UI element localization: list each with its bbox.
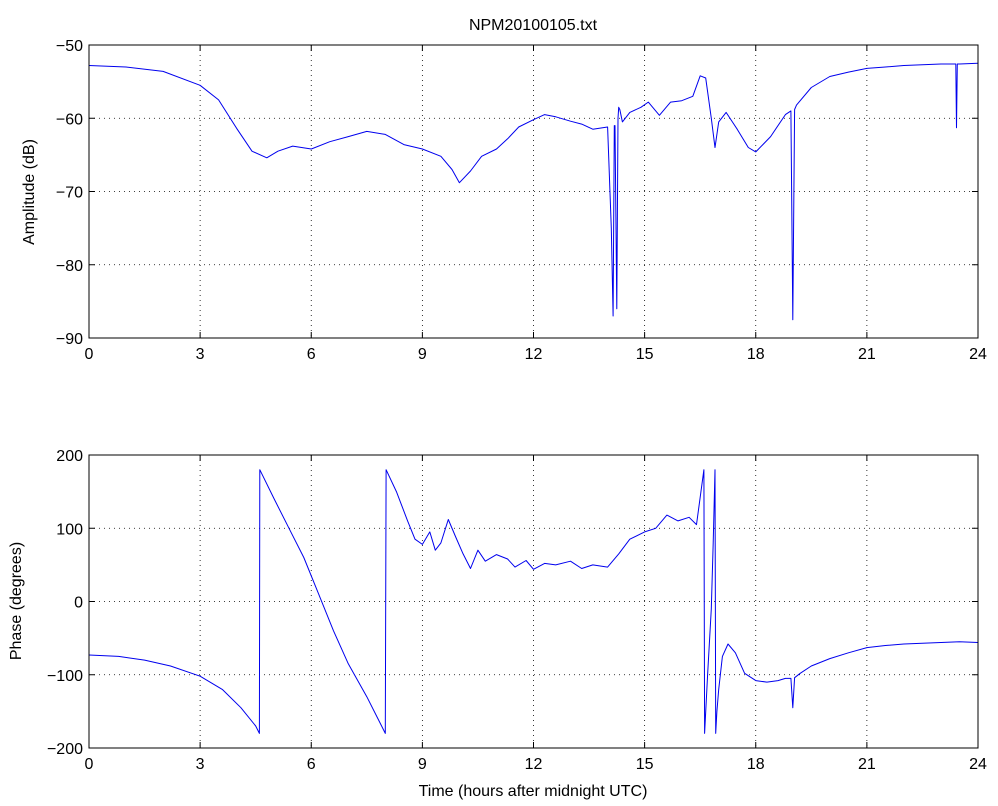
phase-x-tick-label: 21 [858, 756, 876, 773]
chart-title: NPM20100105.txt [469, 17, 598, 34]
amplitude-x-tick-label: 0 [85, 346, 94, 363]
phase-y-tick-label: −200 [47, 741, 83, 758]
amplitude-plot: 0 3 6 9 12 15 18 21 24 −90 −80 −70 −60 −50 [56, 38, 987, 363]
phase-x-tick-label: 24 [969, 756, 987, 773]
amplitude-series-line [88, 62, 979, 321]
amplitude-x-tick-label: 3 [196, 346, 205, 363]
phase-x-tick-label: 6 [307, 756, 316, 773]
amplitude-x-tick-label: 18 [747, 346, 765, 363]
phase-x-tick-label: 15 [636, 756, 654, 773]
amplitude-x-tick-label: 21 [858, 346, 876, 363]
phase-y-tick-label: −100 [47, 668, 83, 685]
amplitude-x-tick-label: 15 [636, 346, 654, 363]
phase-y-axis-label: Phase (degrees) [8, 542, 25, 660]
amplitude-y-tick-label: −80 [56, 258, 83, 275]
amplitude-x-tick-label: 24 [969, 346, 987, 363]
phase-y-tick-label: 0 [74, 595, 83, 612]
phase-x-axis-label: Time (hours after midnight UTC) [419, 783, 648, 800]
amplitude-y-tick-label: −60 [56, 111, 83, 128]
phase-plot: 0 3 6 9 12 15 18 21 24 −200 −100 0 100 200 [47, 448, 987, 773]
phase-y-tick-label: 100 [56, 521, 83, 538]
amplitude-y-axis-label: Amplitude (dB) [21, 139, 38, 245]
amplitude-y-tick-label: −50 [56, 38, 83, 55]
amplitude-x-tick-label: 12 [525, 346, 543, 363]
phase-x-tick-label: 18 [747, 756, 765, 773]
phase-x-tick-label: 3 [196, 756, 205, 773]
phase-x-tick-label: 9 [418, 756, 427, 773]
phase-x-tick-label: 12 [525, 756, 543, 773]
phase-x-tick-label: 0 [85, 756, 94, 773]
amplitude-x-tick-label: 6 [307, 346, 316, 363]
phase-series-line [88, 469, 979, 734]
amplitude-x-tick-label: 9 [418, 346, 427, 363]
phase-y-tick-label: 200 [56, 448, 83, 465]
amplitude-y-tick-label: −90 [56, 331, 83, 348]
amplitude-y-tick-label: −70 [56, 185, 83, 202]
